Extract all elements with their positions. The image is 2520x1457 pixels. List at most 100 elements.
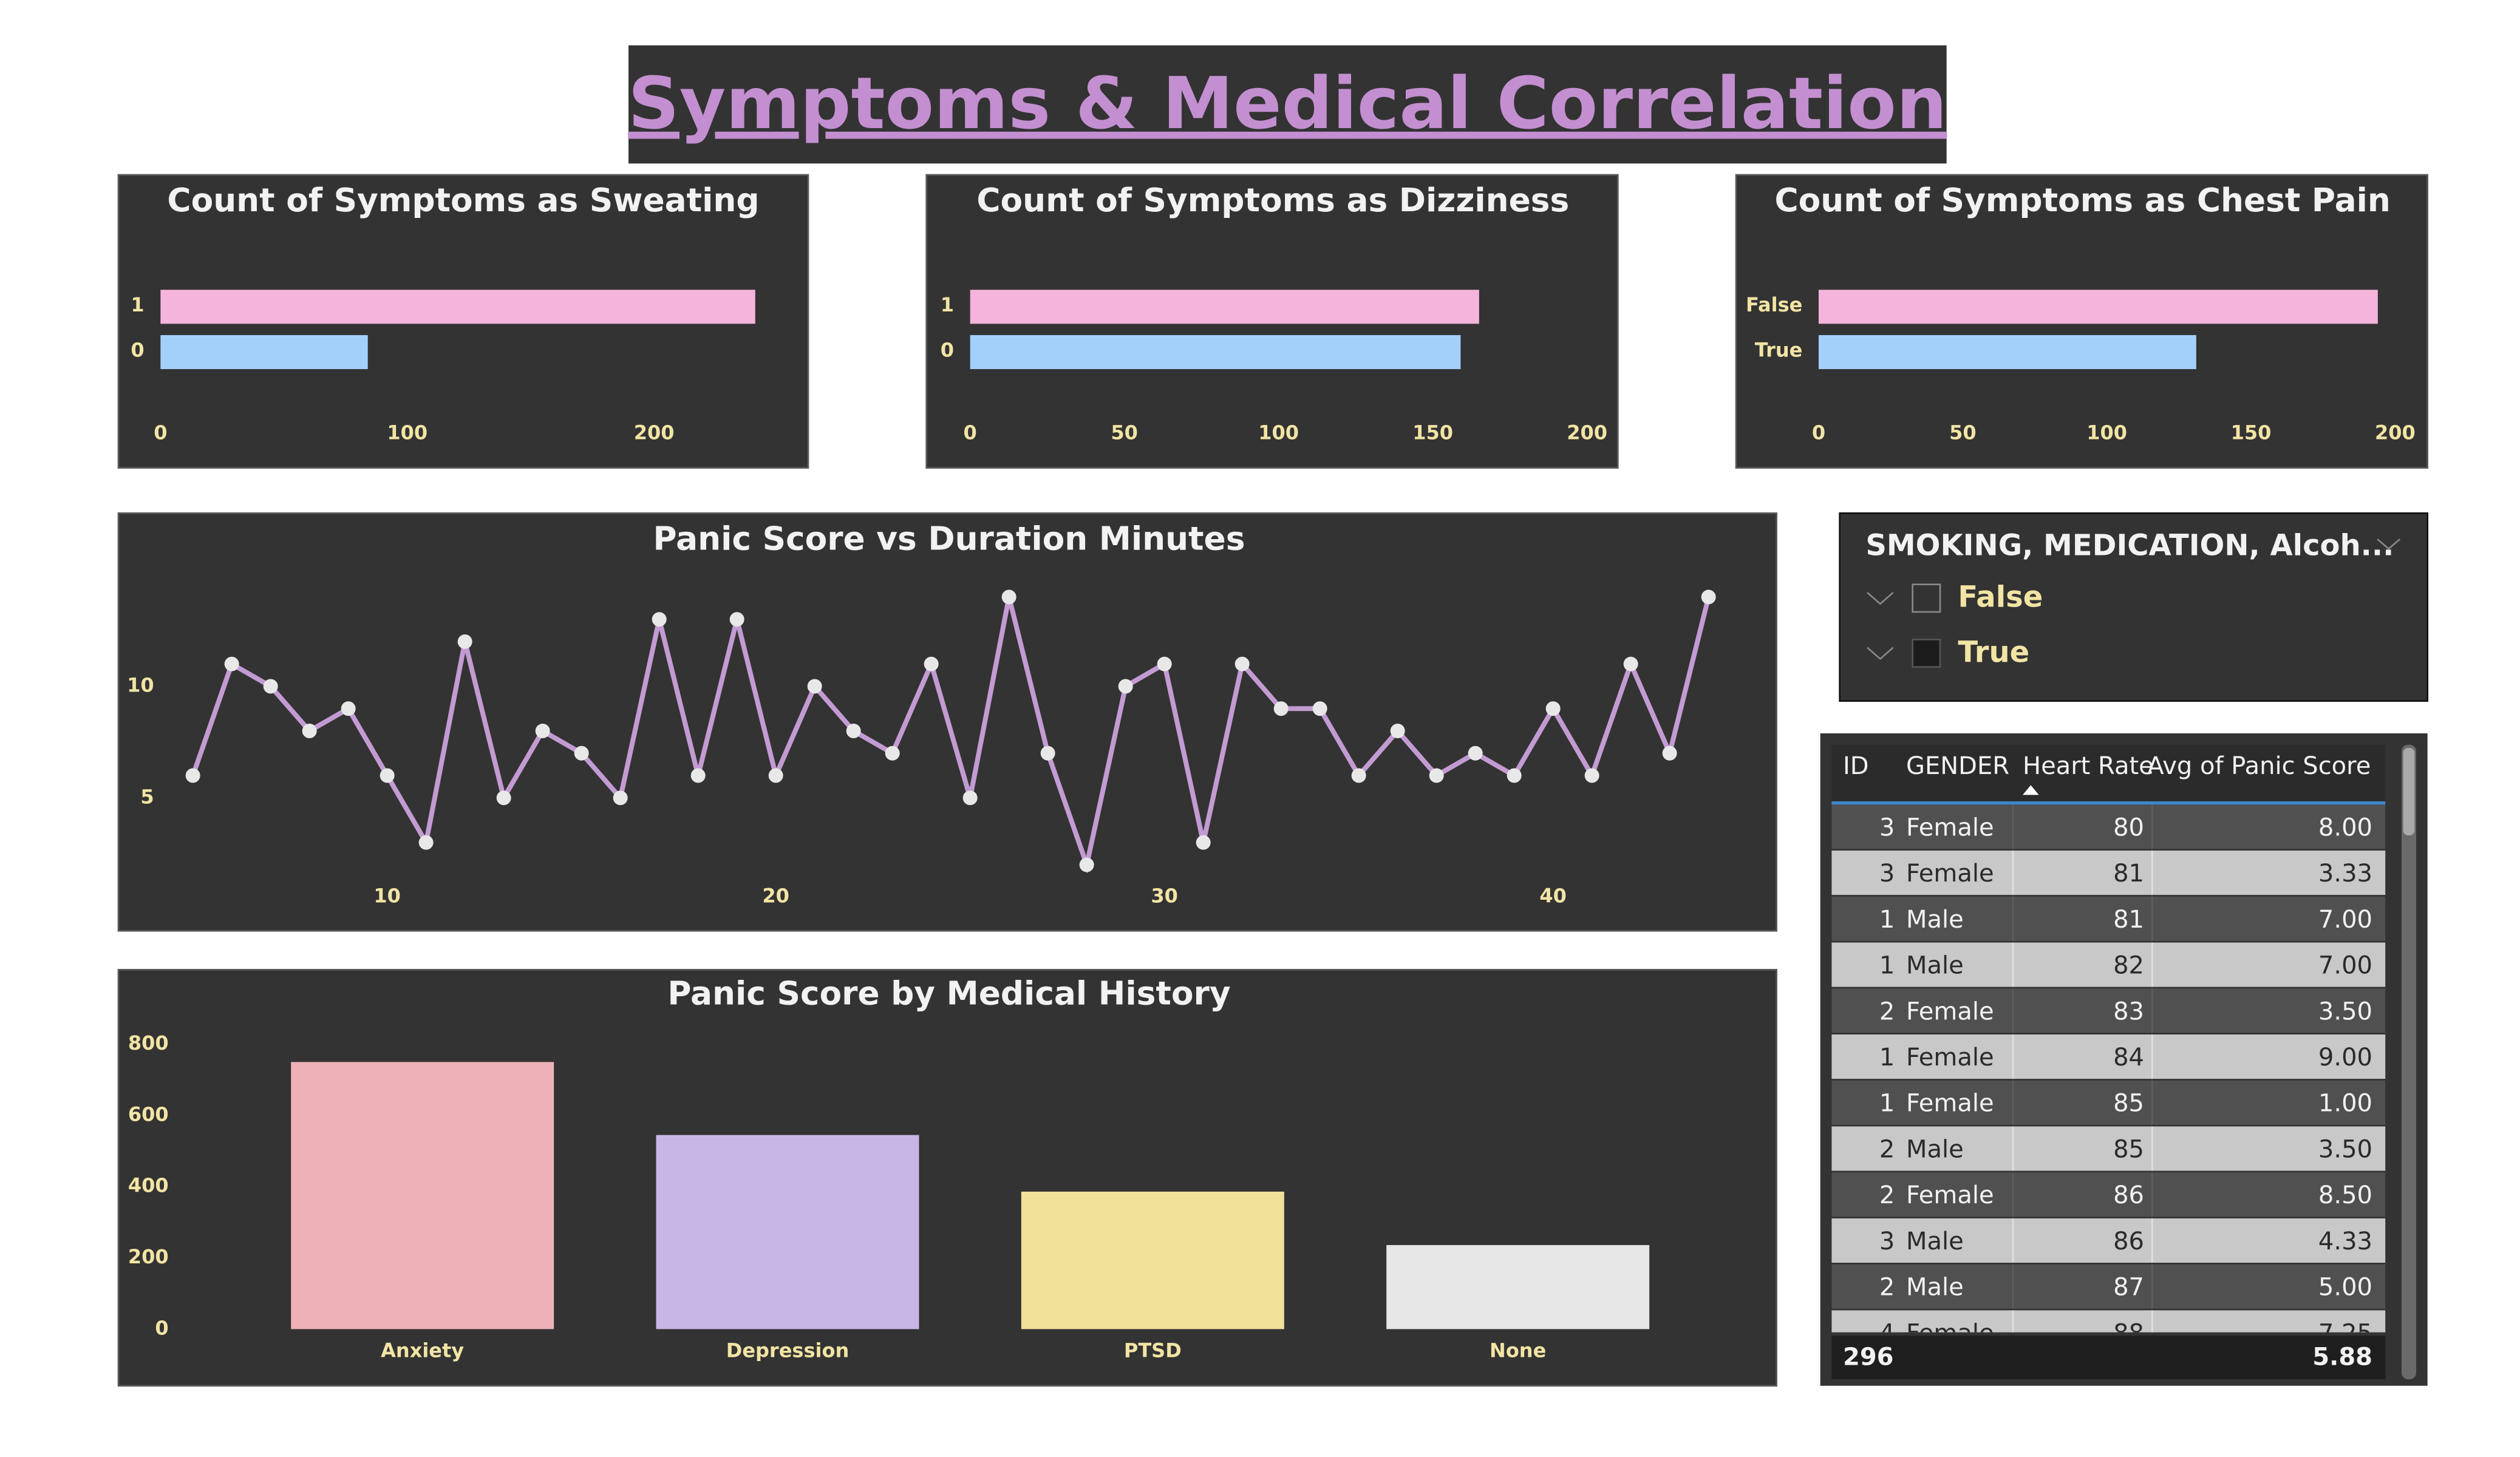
bar [160,290,755,324]
scroll-thumb[interactable] [2403,748,2415,835]
y-tick-label: 1 [941,293,954,316]
table-cell: 8.00 [2318,813,2372,841]
point [1118,679,1133,694]
point [885,745,900,761]
x-tick-label: PTSD [1124,1339,1182,1362]
table-row [1831,988,2386,1033]
point [574,745,589,761]
column-header[interactable]: Heart Rate [2023,752,2154,780]
bar [970,335,1461,369]
point [1468,745,1483,761]
total-cell: 296 [1843,1343,1894,1371]
table-row [1831,1264,2386,1309]
chart-title: Count of Symptoms as Chest Pain [1775,181,2391,219]
table-cell: 2 [1879,997,1895,1025]
y-tick-label: 200 [128,1245,169,1268]
x-tick-label: 200 [2375,421,2416,444]
checkbox[interactable] [1912,639,1941,668]
table-cell: 80 [2113,813,2144,841]
table-total [1831,1336,2386,1379]
table-cell: 83 [2113,997,2144,1025]
table-cell: 81 [2113,906,2144,934]
x-tick-label: 50 [1949,421,1977,444]
point [1196,835,1211,850]
x-tick-label: 20 [762,884,789,907]
point [1001,589,1017,605]
column-header[interactable]: ID [1843,752,1869,780]
table-cell: Female [1906,997,1994,1025]
column-header[interactable]: GENDER [1906,752,2009,780]
scrollbar[interactable] [2402,744,2416,1379]
table-row [1831,1080,2386,1125]
x-tick-label: 40 [1539,884,1567,907]
table-cell: 3 [1879,860,1895,888]
y-tick-label: 1 [131,293,144,316]
point [380,768,395,783]
y-tick-label: True [1755,339,1803,362]
x-tick-label: 0 [1812,421,1825,444]
point [768,768,783,783]
table-cell: 81 [2113,860,2144,888]
point [1157,656,1172,671]
chevron[interactable] [2377,538,2401,550]
table-cell: 1 [1879,906,1895,934]
table-cell: Male [1906,952,1964,980]
slicer-item[interactable]: False [1958,580,2043,614]
x-tick-label: 100 [2086,421,2127,444]
x-tick-label: Anxiety [381,1339,464,1362]
table-row [1831,1172,2386,1217]
y-tick-label: False [1746,293,1802,316]
point [1273,701,1289,716]
table-cell: Male [1906,906,1964,934]
sort-arrow[interactable] [2023,785,2039,795]
bar [970,290,1479,324]
slicer-item[interactable]: True [1958,635,2029,669]
table-cell: 7.00 [2318,906,2372,934]
table-cell: 2 [1879,1181,1895,1209]
checkbox[interactable] [1912,583,1941,613]
x-tick-label: 200 [1567,421,1607,444]
table-cell: 8.50 [2318,1181,2372,1209]
table-cell: 3.50 [2318,1135,2372,1163]
page-title: Symptoms & Medical Correlation [628,62,1947,145]
chart-title: Count of Symptoms as Sweating [167,181,759,219]
slicer-title: SMOKING, MEDICATION, Alcoh... [1865,528,2394,562]
point [1584,768,1599,783]
bar [291,1062,554,1330]
point [1429,768,1444,783]
point [1623,656,1638,671]
x-tick-label: 100 [387,421,427,444]
point [1507,768,1522,783]
bar [1819,290,2378,324]
point [457,634,472,649]
y-tick-label: 0 [941,339,954,362]
table-cell: 4 [1879,1319,1895,1347]
table-cell: 3 [1879,1228,1895,1255]
column-header[interactable]: Avg of Panic Score [2147,752,2371,780]
table-cell: 3.50 [2318,997,2372,1025]
bar [1021,1191,1284,1330]
table-cell: 2 [1879,1135,1895,1163]
table-row [1831,1218,2386,1263]
chart-title: Count of Symptoms as Dizziness [976,181,1569,219]
point [1390,724,1405,738]
point [1312,701,1327,716]
point [1079,857,1094,872]
y-tick-label: 400 [128,1174,169,1197]
chevron[interactable] [1867,647,1894,661]
table-cell: 7.00 [2318,952,2372,980]
x-tick-label: 0 [154,421,167,444]
y-tick-label: 0 [155,1316,168,1339]
table-cell: 1 [1879,1090,1895,1118]
point [263,679,278,694]
chevron[interactable] [1867,591,1894,605]
point [729,612,744,627]
y-tick-label: 5 [140,785,154,808]
table-row [1831,896,2386,941]
point [341,701,356,716]
table-cell: 2 [1879,1274,1895,1302]
bar [656,1135,919,1330]
table-cell: 82 [2113,952,2144,980]
table-cell: 4.33 [2318,1228,2372,1255]
table-cell: 85 [2113,1135,2144,1163]
